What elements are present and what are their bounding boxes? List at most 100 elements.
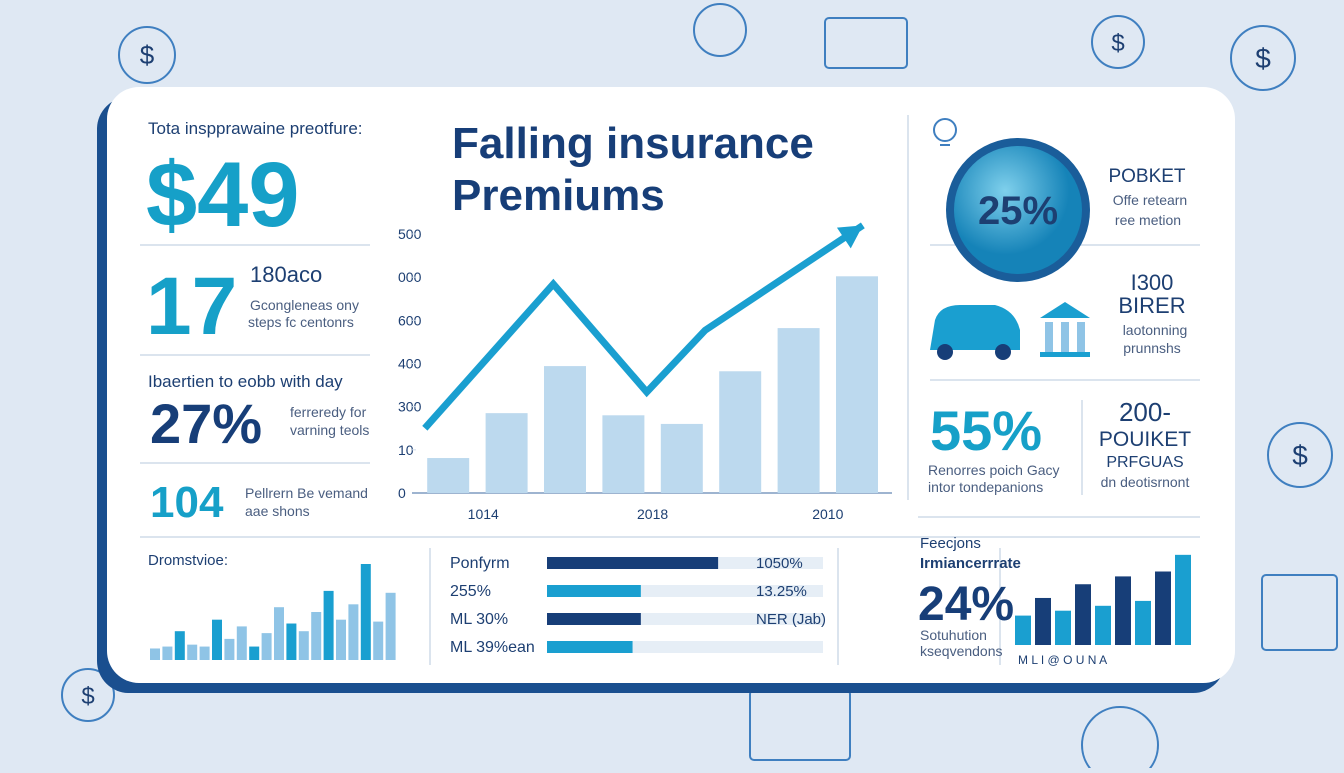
rate-big: 24% xyxy=(918,578,1014,631)
block-line: prunnshs xyxy=(1123,340,1181,356)
mini-bar xyxy=(385,592,396,660)
bar xyxy=(777,328,820,493)
right-bar xyxy=(1035,597,1051,645)
mini-bar xyxy=(236,626,247,660)
progress-fill xyxy=(547,557,719,569)
svg-text:$: $ xyxy=(1111,30,1124,57)
block-title: I300 xyxy=(1131,270,1174,295)
bar xyxy=(485,413,528,493)
y-tick-label: 500 xyxy=(398,226,422,242)
block-title: POUIKET xyxy=(1099,428,1191,451)
y-tick-label: 000 xyxy=(398,269,422,285)
mini-bar xyxy=(348,604,359,660)
mini-bar xyxy=(212,619,222,660)
mini-bar xyxy=(187,644,198,660)
block-title: BIRER xyxy=(1118,293,1185,318)
stat-line: aae shons xyxy=(245,503,310,519)
progress-right-label: 1050% xyxy=(756,555,803,572)
y-tick-label: 10 xyxy=(398,442,414,458)
mini-bar xyxy=(336,619,346,660)
title: Falling insurance xyxy=(452,119,814,168)
background-doodles: $ $ $ $ $ xyxy=(61,3,1338,773)
progress-right-label: NER (Jab) xyxy=(756,611,826,628)
right-bar xyxy=(1055,610,1071,645)
mini-bar xyxy=(274,607,284,660)
rate-line: Feecjons xyxy=(920,535,981,552)
mini-label: Dromstvioe: xyxy=(148,552,228,569)
stat-line: Renorres poich Gacy xyxy=(928,462,1060,478)
y-tick-label: 300 xyxy=(398,399,422,415)
progress-fill xyxy=(547,613,641,625)
bar xyxy=(427,458,470,493)
stat-line: Gcongleneas ony xyxy=(250,297,359,313)
stat-line: intor tondepanions xyxy=(928,479,1043,495)
progress-label: 255% xyxy=(450,583,491,600)
title: Premiums xyxy=(452,171,665,220)
progress-fill xyxy=(547,585,641,597)
progress-label: ML 30% xyxy=(450,611,508,628)
stat-big: 55% xyxy=(930,399,1042,462)
progress-fill xyxy=(547,641,633,653)
trend-line xyxy=(422,222,865,431)
y-tick-label: 600 xyxy=(398,312,422,328)
mini-bar xyxy=(199,646,210,660)
mini-bar xyxy=(298,631,309,660)
block-title: POBKET xyxy=(1108,166,1185,187)
svg-text:$: $ xyxy=(140,40,155,70)
total-label: Tota inspprawaine preotfure: xyxy=(148,119,363,138)
stat-big: 104 xyxy=(150,478,224,527)
block-line: ree metion xyxy=(1115,212,1181,228)
stat-big: 27% xyxy=(150,392,262,455)
right-bar xyxy=(1095,605,1111,645)
svg-text:$: $ xyxy=(81,683,94,710)
mini-bar xyxy=(323,590,334,660)
circle-badge xyxy=(954,146,1082,274)
circle-value: 25% xyxy=(978,189,1058,233)
mini-bar xyxy=(373,621,384,660)
block-line: laotonning xyxy=(1123,322,1188,338)
stat-line: Pellrern Be vemand xyxy=(245,485,368,501)
trend-arrow xyxy=(836,225,863,249)
bar xyxy=(660,423,703,493)
stat-line: ferreredy for xyxy=(290,404,367,420)
right-bar xyxy=(1135,600,1151,645)
svg-text:$: $ xyxy=(1255,43,1271,74)
mini-bar xyxy=(249,646,260,660)
mini-bar xyxy=(162,646,173,660)
right-bar xyxy=(1075,584,1091,645)
right-bar xyxy=(1155,571,1171,645)
progress-label: Ponfyrm xyxy=(450,555,510,572)
stat-big: 17 xyxy=(146,261,237,352)
block-line: dn deotisrnont xyxy=(1101,474,1190,490)
progress-label: ML 39%ean xyxy=(450,639,535,656)
bar-labels: M L I @ O U N A xyxy=(1018,653,1107,667)
rate-line: Sotuhution xyxy=(920,627,987,643)
block-line: PRFGUAS xyxy=(1106,454,1183,471)
stat-heading: Ibaertien to eobb with day xyxy=(148,372,343,391)
rate-line: Irmiancerrrate xyxy=(920,555,1021,572)
stat-sub: 180aco xyxy=(250,262,322,287)
block-line: Offe retearn xyxy=(1113,192,1187,208)
mini-bar xyxy=(311,612,322,660)
right-bar xyxy=(1115,576,1131,645)
mini-bar xyxy=(174,631,185,660)
bar xyxy=(719,371,762,493)
mini-bar xyxy=(150,648,160,660)
x-tick-label: 2018 xyxy=(637,506,668,522)
mini-bar xyxy=(224,638,235,660)
x-tick-label: 1014 xyxy=(468,506,499,522)
mini-bar xyxy=(261,633,272,660)
icons xyxy=(930,118,1090,360)
bar xyxy=(836,276,878,493)
stat-line: steps fc centonrs xyxy=(248,314,354,330)
mini-bar xyxy=(360,564,371,660)
stat-line: varning teols xyxy=(290,422,369,438)
bar xyxy=(602,415,645,493)
bar xyxy=(544,366,586,493)
right-bar xyxy=(1175,554,1191,645)
mini-bar xyxy=(286,623,297,660)
y-tick-label: 400 xyxy=(398,356,422,372)
y-tick-label: 0 xyxy=(398,485,406,501)
x-tick-label: 2010 xyxy=(812,506,843,522)
